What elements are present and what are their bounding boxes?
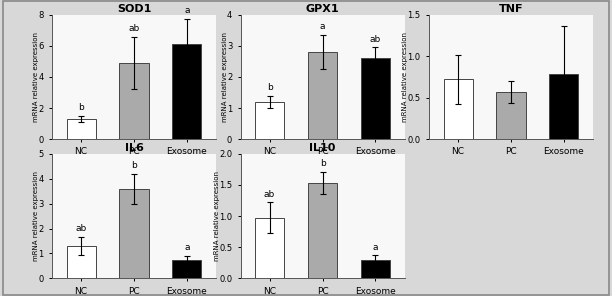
Text: b: b: [267, 83, 272, 92]
Y-axis label: mRNA relative expression: mRNA relative expression: [33, 171, 39, 261]
Bar: [67, 119, 95, 139]
Y-axis label: mRNA relative expression: mRNA relative expression: [403, 32, 408, 122]
Bar: [361, 260, 390, 278]
Text: a: a: [373, 242, 378, 252]
Bar: [255, 218, 284, 278]
Title: TNF: TNF: [499, 4, 523, 14]
Text: ab: ab: [75, 224, 87, 234]
Bar: [67, 246, 95, 278]
Title: IL10: IL10: [309, 143, 336, 153]
Y-axis label: mRNA relative expression: mRNA relative expression: [222, 32, 228, 122]
Text: ab: ab: [264, 190, 275, 199]
Text: b: b: [78, 103, 84, 112]
Text: ab: ab: [129, 24, 140, 33]
Bar: [308, 183, 337, 278]
Bar: [173, 260, 201, 278]
Text: b: b: [131, 161, 137, 170]
Bar: [496, 92, 526, 139]
Bar: [255, 102, 284, 139]
Bar: [119, 63, 149, 139]
Text: a: a: [320, 22, 325, 31]
Text: ab: ab: [370, 35, 381, 44]
Y-axis label: mRNA relative expression: mRNA relative expression: [33, 32, 39, 122]
Bar: [308, 52, 337, 139]
Bar: [173, 44, 201, 139]
Bar: [550, 75, 578, 139]
Title: IL6: IL6: [125, 143, 143, 153]
Bar: [361, 58, 390, 139]
Y-axis label: mRNA relative expression: mRNA relative expression: [214, 171, 220, 261]
Text: b: b: [319, 159, 326, 168]
Bar: [444, 79, 472, 139]
Bar: [119, 189, 149, 278]
Title: SOD1: SOD1: [117, 4, 151, 14]
Title: GPX1: GPX1: [306, 4, 339, 14]
Text: a: a: [184, 243, 190, 252]
Text: a: a: [184, 6, 190, 15]
